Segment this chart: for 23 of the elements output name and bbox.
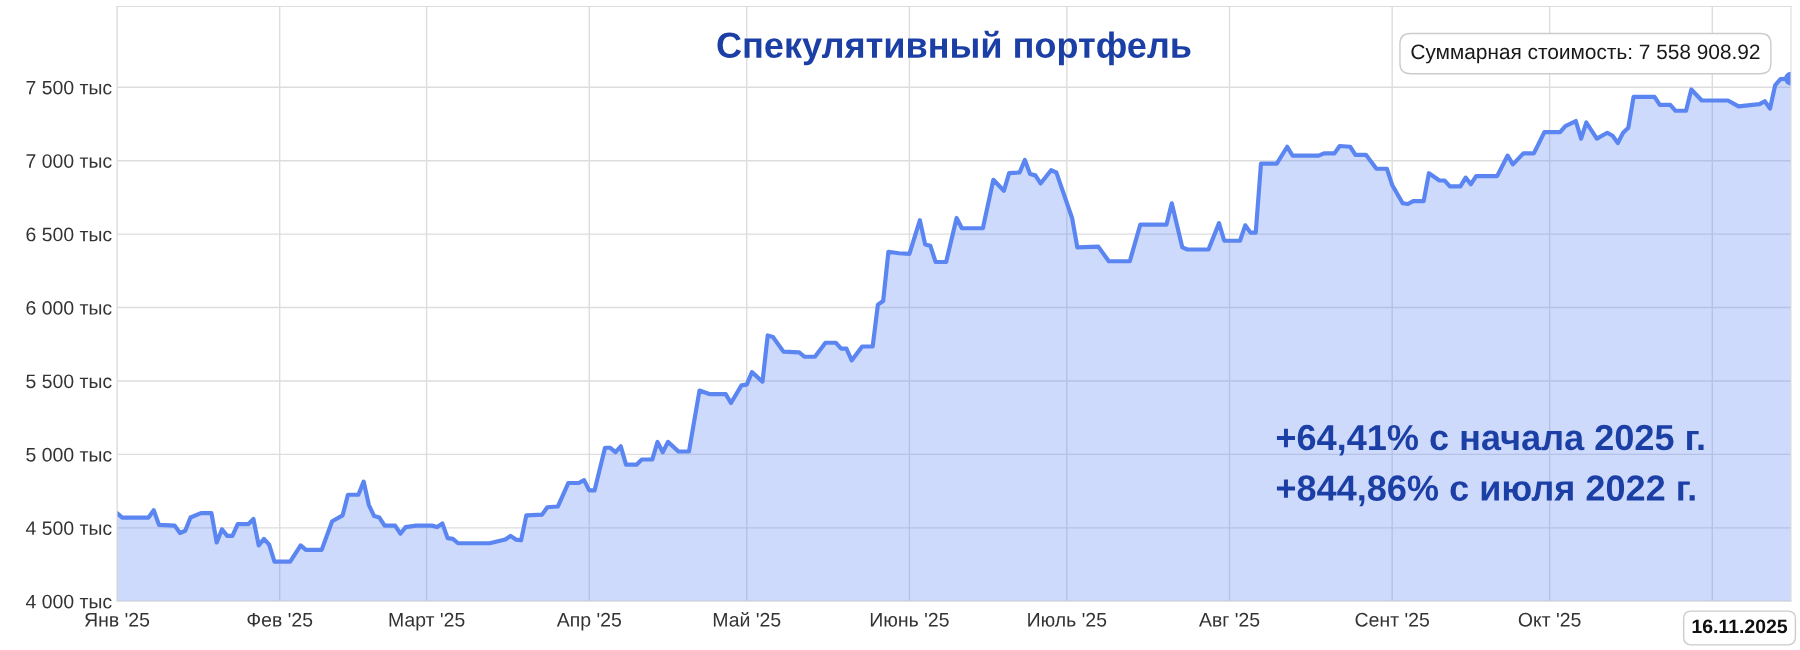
x-tick-label: Апр '25 [556, 612, 621, 631]
x-tick-label: Фев '25 [247, 612, 313, 627]
x-tick-label: Май '25 [713, 612, 781, 627]
x-tick-label: Янв '25 [84, 612, 150, 627]
y-tick-label: 7 000 тыс [26, 154, 112, 168]
y-tick-label: 6 500 тыс [26, 227, 112, 242]
x-tick-label: Июль '25 [1028, 612, 1107, 627]
text: Спекулятивный портфель [717, 30, 1191, 66]
x-tick-label: Окт '25 [1518, 612, 1581, 627]
x-tick-label: Сент '25 [1355, 612, 1429, 627]
annotation: +64,41% с начала 2025 г. [1276, 424, 1704, 456]
x-tick-label: Авг '25 [1198, 612, 1260, 627]
x-tick-label: Июнь '25 [870, 612, 949, 627]
annotation: Суммарная стоимость: 7 558 908.92 [1411, 44, 1760, 64]
y-tick-label: 5 500 тыс [26, 374, 112, 389]
y-tick-label: 6 000 тыс [26, 301, 112, 315]
y-tick-label: 5 000 тыс [26, 447, 112, 462]
annotation: +844,86% с июля 2022 г. [1276, 475, 1695, 507]
y-tick-label: 4 500 тыс [25, 521, 112, 536]
y-tick-label: 7 500 тыс [26, 80, 112, 95]
y-tick-label: 4 000 тыс [25, 594, 112, 609]
text: 16.11.2025 [1692, 619, 1788, 634]
x-tick-label: Март '25 [389, 612, 465, 631]
